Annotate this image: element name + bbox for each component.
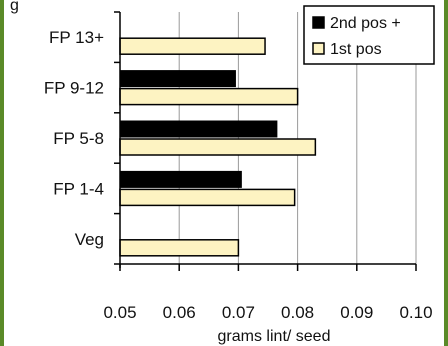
category-label: FP 1-4 (53, 179, 104, 198)
axes (114, 11, 417, 271)
x-tick-label: 0.09 (340, 303, 373, 322)
legend-swatch (312, 16, 325, 29)
legend: 2nd pos + 1st pos (303, 5, 435, 65)
x-axis-label: grams lint/ seed (218, 328, 331, 345)
category-label: Veg (75, 230, 104, 249)
bar-1st-pos (119, 87, 299, 106)
category-label: FP 9-12 (44, 79, 104, 98)
legend-label: 2nd pos + (330, 15, 401, 32)
x-tick-label: 0.05 (103, 303, 136, 322)
x-tick-label: 0.10 (399, 303, 432, 322)
bar-2nd-pos (119, 170, 242, 188)
bar-1st-pos (119, 239, 240, 257)
x-tick-label: 0.07 (222, 303, 255, 322)
legend-box (303, 5, 435, 65)
category-labels: FP 13+ FP 9-12 FP 5-8 FP 1-4 Veg (44, 28, 104, 249)
bar-1st-pos (119, 188, 296, 207)
category-label: FP 5-8 (53, 129, 104, 148)
x-tick-label: 0.08 (281, 303, 314, 322)
x-tick-label: 0.06 (163, 303, 196, 322)
bar-1st-pos (119, 138, 317, 156)
bar-2nd-pos (119, 120, 278, 138)
corner-text: g (10, 0, 19, 14)
bar-1st-pos (119, 37, 266, 55)
legend-label: 1st pos (330, 41, 382, 58)
bars (119, 37, 317, 257)
x-tick-labels: 0.05 0.06 0.07 0.08 0.09 0.10 (103, 303, 432, 322)
category-label: FP 13+ (49, 28, 104, 47)
legend-swatch (312, 42, 325, 55)
bar-2nd-pos (119, 70, 236, 88)
